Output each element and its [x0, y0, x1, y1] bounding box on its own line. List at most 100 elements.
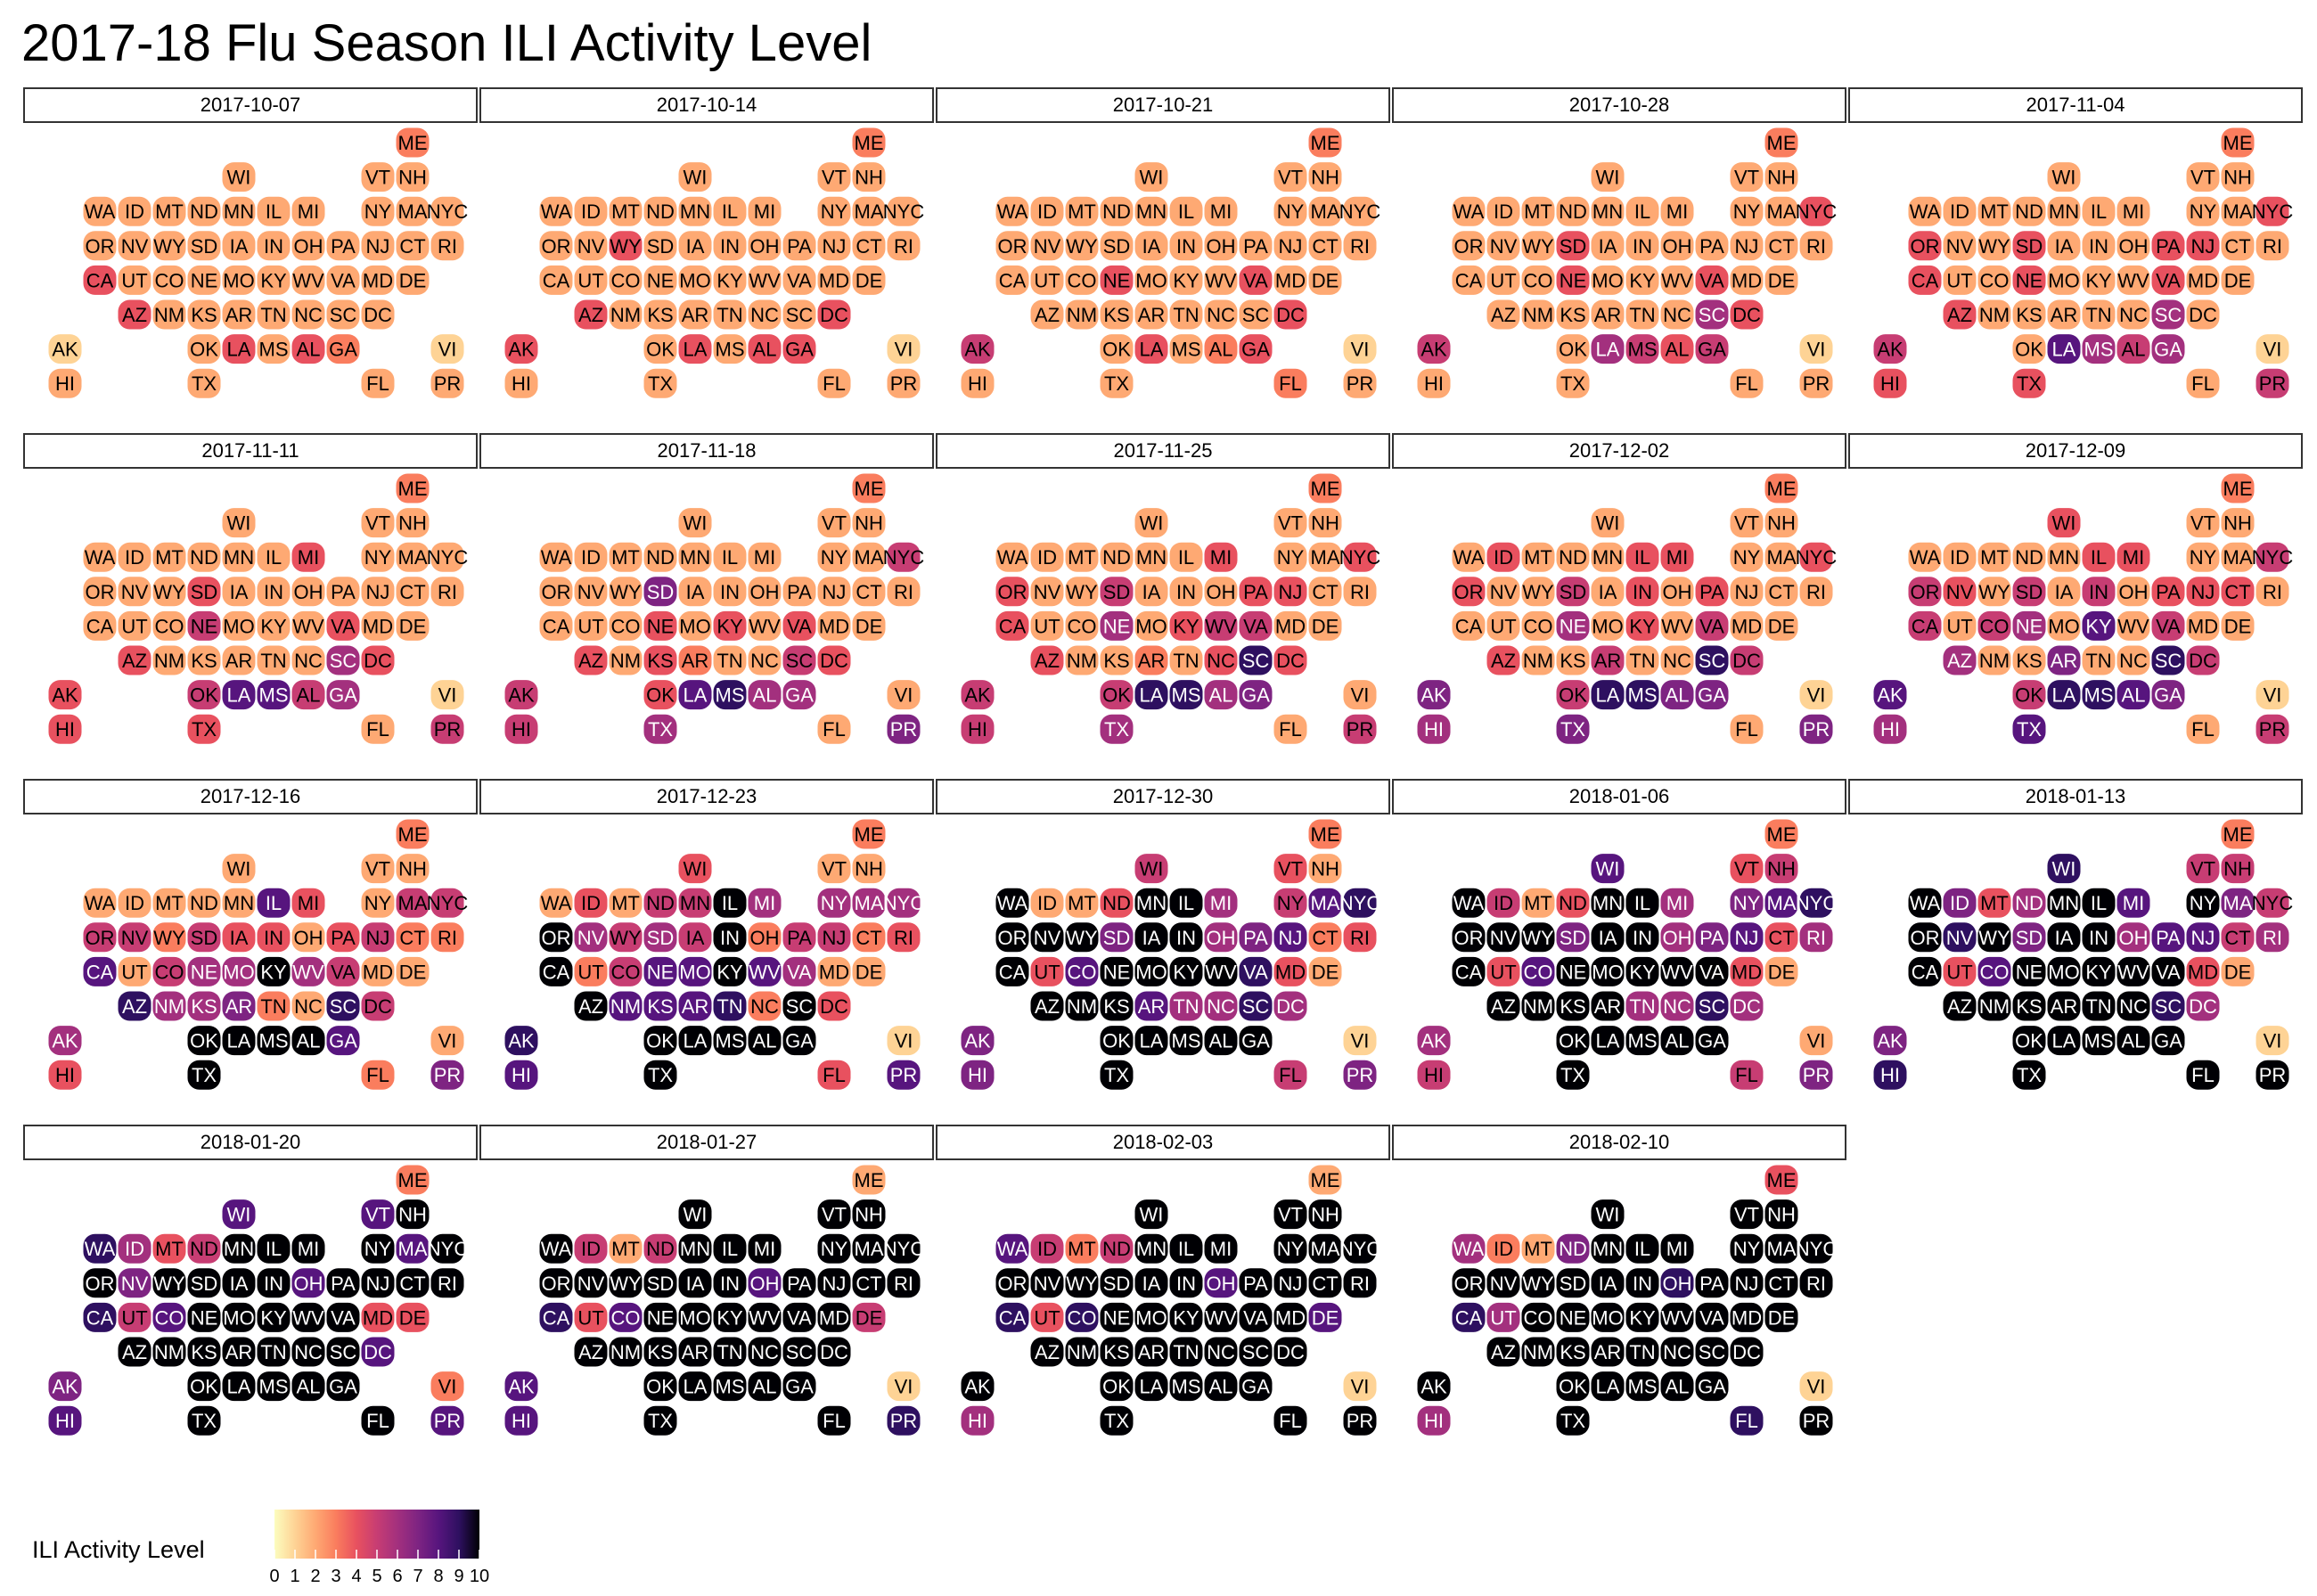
state-tile-al [1204, 680, 1238, 710]
state-tile-ak [1873, 1026, 1907, 1056]
state-label-nyc: NYC [2252, 892, 2294, 914]
state-tile-tx [187, 714, 221, 744]
state-tile-ms [2082, 1026, 2116, 1056]
state-tile-in [713, 1268, 747, 1298]
state-tile-nd [187, 196, 221, 226]
state-label-ut: UT [121, 961, 147, 983]
state-tile-nyc [1799, 196, 1833, 226]
state-tile-oh [291, 577, 325, 607]
state-label-nh: NH [398, 512, 427, 535]
state-tile-id [1030, 1233, 1064, 1264]
legend-tick-label: 0 [269, 1567, 279, 1586]
state-label-ia: IA [1599, 1273, 1617, 1295]
state-tile-md [1730, 956, 1764, 986]
state-tile-wi [1134, 1199, 1168, 1230]
state-tile-ms [1625, 1026, 1659, 1056]
state-label-vi: VI [895, 1030, 913, 1052]
state-label-wy: WY [1522, 927, 1554, 949]
state-label-ga: GA [785, 684, 814, 707]
state-label-id: ID [1494, 201, 1513, 223]
state-tile-ak [48, 1026, 82, 1056]
state-label-ok: OK [646, 1030, 675, 1052]
state-tile-dc [817, 645, 851, 675]
state-label-va: VA [331, 269, 356, 291]
state-tile-md [361, 1302, 395, 1332]
state-tile-tx [1100, 714, 1134, 744]
state-tile-ar [1591, 1337, 1625, 1367]
state-label-nh: NH [1767, 1204, 1796, 1226]
state-label-dc: DC [2189, 304, 2217, 326]
state-label-ks: KS [1103, 995, 1129, 1018]
state-tile-ky [257, 1302, 291, 1332]
state-label-nj: NJ [1279, 581, 1303, 603]
state-tile-sd [1100, 231, 1134, 261]
state-label-wi: WI [227, 512, 251, 535]
state-label-ga: GA [785, 1030, 814, 1052]
state-tile-wy [1977, 922, 2011, 953]
state-label-nm: NM [610, 650, 641, 672]
state-tile-il [2082, 542, 2116, 572]
state-tile-ne [643, 265, 677, 295]
state-label-ne: NE [1103, 961, 1131, 983]
state-label-nv: NV [1946, 927, 1974, 949]
state-label-wi: WI [227, 167, 251, 189]
state-tile-mt [609, 1233, 643, 1264]
state-label-ma: MA [2223, 201, 2253, 223]
state-tile-sc [326, 299, 360, 330]
facet-strip-label: 2017-12-23 [479, 779, 934, 814]
state-tile-nyc [2256, 196, 2289, 226]
state-label-sc: SC [1699, 995, 1726, 1018]
state-tile-ga [1239, 1026, 1273, 1056]
state-tile-id [574, 196, 608, 226]
state-tile-ny [1273, 888, 1307, 918]
state-label-nd: ND [190, 892, 218, 914]
state-tile-ma [1308, 542, 1342, 572]
state-tile-sc [782, 1337, 816, 1367]
state-tile-vi [1343, 1026, 1377, 1056]
state-tile-nh [396, 162, 430, 192]
facet-strip-label: 2017-12-02 [1392, 433, 1846, 469]
state-label-dc: DC [1732, 1341, 1761, 1363]
state-label-sc: SC [1242, 304, 1270, 326]
state-label-pa: PA [331, 1273, 356, 1295]
state-tile-mn [1591, 542, 1625, 572]
state-label-me: ME [398, 1169, 428, 1191]
state-label-vt: VT [1734, 512, 1759, 535]
state-tile-mn [678, 542, 712, 572]
state-label-wa: WA [85, 892, 116, 914]
state-label-ca: CA [1912, 269, 1939, 291]
state-tile-pr [1343, 368, 1377, 398]
state-tile-wv [748, 265, 782, 295]
state-tile-va [1695, 956, 1729, 986]
state-tile-nv [1486, 231, 1520, 261]
state-label-nd: ND [190, 201, 218, 223]
state-label-vt: VT [822, 167, 847, 189]
state-label-pr: PR [2259, 1064, 2287, 1086]
state-label-nh: NH [855, 858, 883, 880]
state-tile-sd [643, 231, 677, 261]
state-label-ny: NY [2190, 201, 2217, 223]
state-label-ok: OK [1559, 1030, 1587, 1052]
state-tile-pa [1695, 1268, 1729, 1298]
state-label-va: VA [1699, 961, 1724, 983]
state-tile-md [361, 610, 395, 641]
state-label-mn: MN [1592, 892, 1623, 914]
state-label-ok: OK [646, 684, 675, 707]
state-tile-de [396, 1302, 430, 1332]
state-tile-wy [1521, 922, 1555, 953]
state-tile-ct [1308, 231, 1342, 261]
state-label-vt: VT [365, 512, 390, 535]
state-label-ma: MA [2223, 546, 2253, 569]
facet-strip-label: 2018-02-10 [1392, 1125, 1846, 1160]
state-label-md: MD [2188, 961, 2218, 983]
state-tile-nm [152, 645, 186, 675]
state-tile-wa [539, 196, 573, 226]
state-label-sd: SD [647, 1273, 675, 1295]
state-label-ne: NE [1560, 615, 1587, 637]
state-tile-ne [1100, 1302, 1134, 1332]
state-label-nc: NC [294, 1341, 323, 1363]
state-label-ok: OK [1102, 1376, 1131, 1398]
state-label-pr: PR [890, 1064, 918, 1086]
